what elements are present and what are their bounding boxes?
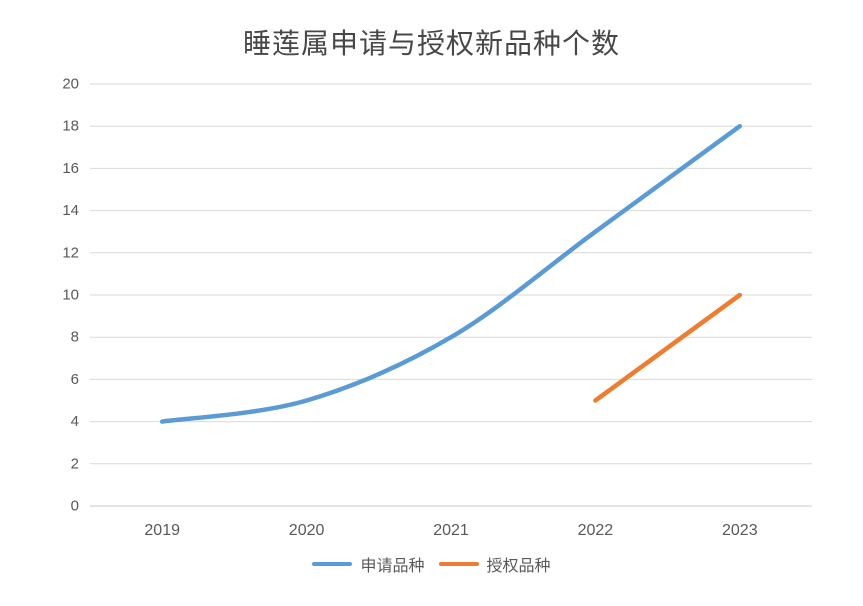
y-tick-label-0: 0 (71, 498, 79, 515)
x-tick-label-2020: 2020 (289, 522, 325, 539)
y-tick-label-12: 12 (62, 244, 79, 261)
y-tick-label-6: 6 (71, 371, 79, 388)
series-line-0 (159, 123, 743, 424)
y-tick-label-20: 20 (62, 76, 79, 93)
legend-line-swatch-blue-icon (312, 562, 353, 566)
y-tick-label-4: 4 (71, 413, 79, 430)
y-tick-label-16: 16 (62, 160, 79, 177)
y-tick-label-14: 14 (62, 202, 79, 219)
chart-legend: 申请品种 授权品种 (0, 552, 863, 576)
y-tick-label-2: 2 (71, 455, 79, 472)
x-tick-label-2021: 2021 (433, 522, 469, 539)
legend-item-authorized-varieties: 授权品种 (438, 552, 551, 576)
x-tick-label-2022: 2022 (578, 522, 614, 539)
legend-line-swatch-orange-icon (438, 562, 479, 566)
x-tick-label-2019: 2019 (144, 522, 180, 539)
y-tick-label-8: 8 (71, 329, 79, 346)
y-tick-label-10: 10 (62, 287, 79, 304)
series-line-1 (593, 292, 743, 403)
y-tick-label-18: 18 (62, 118, 79, 135)
legend-label-authorized-varieties: 授权品种 (486, 558, 551, 575)
legend-item-applied-varieties: 申请品种 (312, 552, 425, 576)
legend-label-applied-varieties: 申请品种 (360, 558, 425, 575)
chart-title: 睡莲属申请与授权新品种个数 (242, 29, 620, 60)
x-tick-label-2023: 2023 (722, 522, 758, 539)
